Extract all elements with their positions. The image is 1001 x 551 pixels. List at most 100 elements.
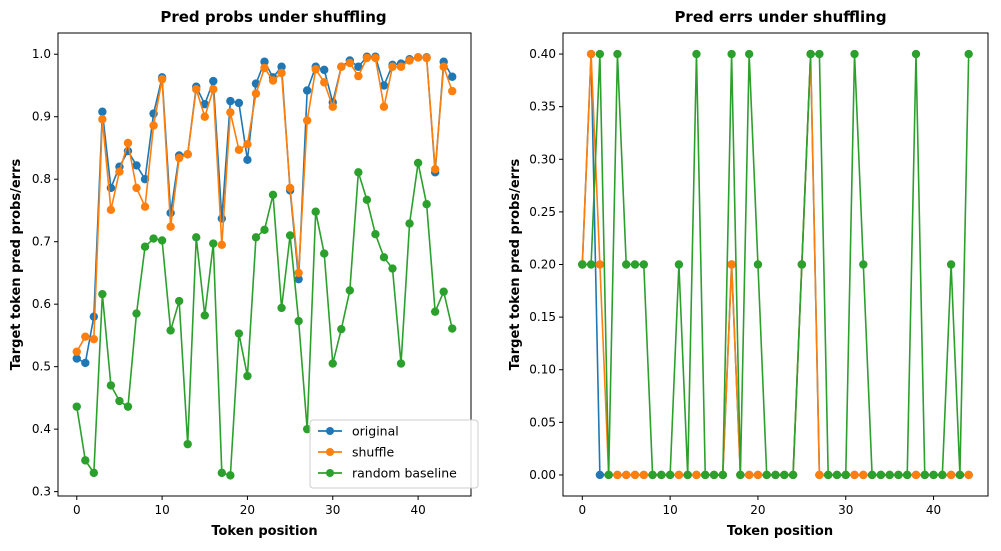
data-point-random-baseline [183, 439, 192, 449]
data-point-series-3 [780, 470, 789, 480]
data-point-shuffle [285, 183, 295, 193]
data-point-random-baseline [132, 309, 141, 318]
data-point-shuffle [234, 145, 244, 155]
data-point-shuffle [81, 332, 90, 341]
y-tick-label: 0.35 [529, 100, 556, 114]
data-point-series-3 [946, 260, 956, 269]
data-point-random-baseline [285, 231, 295, 240]
data-point-shuffle [140, 202, 150, 211]
data-point-original [98, 107, 107, 116]
data-point-random-baseline [294, 316, 303, 326]
data-point-shuffle [192, 85, 201, 94]
data-point-random-baseline [209, 239, 218, 248]
legend-box [309, 419, 479, 489]
data-point-series-2 [674, 470, 684, 480]
x-tick-label: 10 [154, 503, 169, 517]
data-point-series-3 [622, 260, 631, 269]
legend-marker-shuffle [326, 448, 334, 456]
data-point-shuffle [413, 53, 423, 62]
data-point-series-3 [938, 470, 947, 480]
data-point-series-3 [964, 49, 973, 59]
legend-entry-original: original [318, 424, 399, 439]
data-point-random-baseline [328, 359, 337, 368]
data-point-series-3 [665, 470, 675, 480]
data-point-series-3 [850, 49, 859, 59]
data-point-series-3 [903, 470, 912, 480]
y-tick-label: 0.20 [529, 258, 556, 272]
data-point-series-2 [692, 470, 701, 480]
data-point-original [89, 312, 99, 321]
data-point-shuffle [396, 62, 406, 71]
data-point-shuffle [430, 165, 440, 174]
data-point-shuffle [345, 58, 355, 68]
y-tick-label: 0.8 [32, 172, 51, 186]
data-point-series-3 [841, 470, 850, 480]
data-point-original [379, 81, 389, 90]
data-point-random-baseline [439, 287, 448, 296]
data-point-original [260, 57, 269, 66]
data-point-series-3 [604, 470, 613, 480]
data-point-series-3 [753, 260, 763, 269]
legend-entry-random-baseline: random baseline [318, 466, 457, 481]
legend-entry-shuffle: shuffle [318, 445, 394, 460]
data-point-random-baseline [226, 471, 235, 480]
right-chart-title: Pred errs under shuffling [674, 8, 886, 26]
data-point-original [277, 62, 286, 71]
data-point-series-3 [911, 49, 921, 59]
data-point-series-3 [867, 470, 877, 480]
data-point-series-3 [701, 470, 710, 480]
data-point-series-3 [929, 470, 938, 480]
y-tick-label: 0.05 [529, 415, 556, 429]
data-point-random-baseline [200, 311, 209, 320]
data-point-series-3 [920, 470, 929, 480]
data-point-random-baseline [217, 468, 227, 478]
data-point-random-baseline [388, 264, 397, 273]
data-point-shuffle [183, 150, 192, 159]
data-point-series-2 [850, 470, 859, 480]
left-y-ticks: 0.3 0.4 0.5 0.6 0.7 0.8 0.9 1.0 [32, 47, 58, 499]
data-point-original [234, 98, 244, 108]
data-point-shuffle [243, 140, 252, 149]
data-point-original [132, 161, 141, 170]
right-x-axis-label: Token position [727, 524, 833, 539]
data-point-original [200, 100, 209, 109]
right-y-ticks: 0.00 0.05 0.10 0.15 0.20 0.25 0.30 0.35 0.40 [529, 47, 563, 482]
data-point-random-baseline [320, 249, 329, 258]
legend-label-shuffle: shuffle [352, 445, 394, 460]
data-point-original [294, 274, 303, 284]
data-point-original [354, 62, 363, 71]
data-point-shuffle [302, 116, 312, 125]
y-tick-label: 1.0 [32, 47, 51, 61]
data-point-series-2 [630, 470, 640, 480]
data-point-original [217, 214, 227, 223]
y-tick-label: 0.40 [529, 47, 556, 61]
data-point-shuffle [209, 85, 218, 94]
data-point-series-3 [709, 470, 719, 480]
data-point-shuffle [320, 78, 329, 87]
data-point-original [243, 155, 252, 165]
data-point-random-baseline [260, 225, 269, 235]
data-point-series-2 [613, 470, 622, 480]
data-point-series-3 [648, 470, 657, 480]
data-point-shuffle [89, 334, 99, 344]
data-point-shuffle [251, 89, 261, 98]
data-point-random-baseline [268, 190, 278, 200]
data-point-series-2 [753, 470, 763, 480]
data-point-series-2 [911, 470, 921, 480]
data-point-series-3 [630, 260, 640, 269]
data-point-random-baseline [405, 219, 414, 228]
data-point-random-baseline [337, 324, 346, 334]
data-point-shuffle [362, 53, 372, 63]
data-point-series-3 [859, 260, 868, 269]
data-point-series-3 [613, 49, 622, 59]
data-point-shuffle [217, 240, 227, 250]
data-point-shuffle [328, 102, 337, 111]
legend-marker-random-baseline [326, 469, 334, 477]
data-point-series-2 [744, 470, 754, 480]
x-tick-label: 20 [240, 503, 255, 517]
x-tick-label: 20 [750, 503, 765, 517]
data-point-random-baseline [448, 324, 457, 333]
data-point-series-2 [946, 470, 956, 480]
data-point-series-3 [744, 49, 754, 59]
right-chart: Pred errs under shuffling 0 10 20 30 40 0.00… [508, 8, 989, 539]
